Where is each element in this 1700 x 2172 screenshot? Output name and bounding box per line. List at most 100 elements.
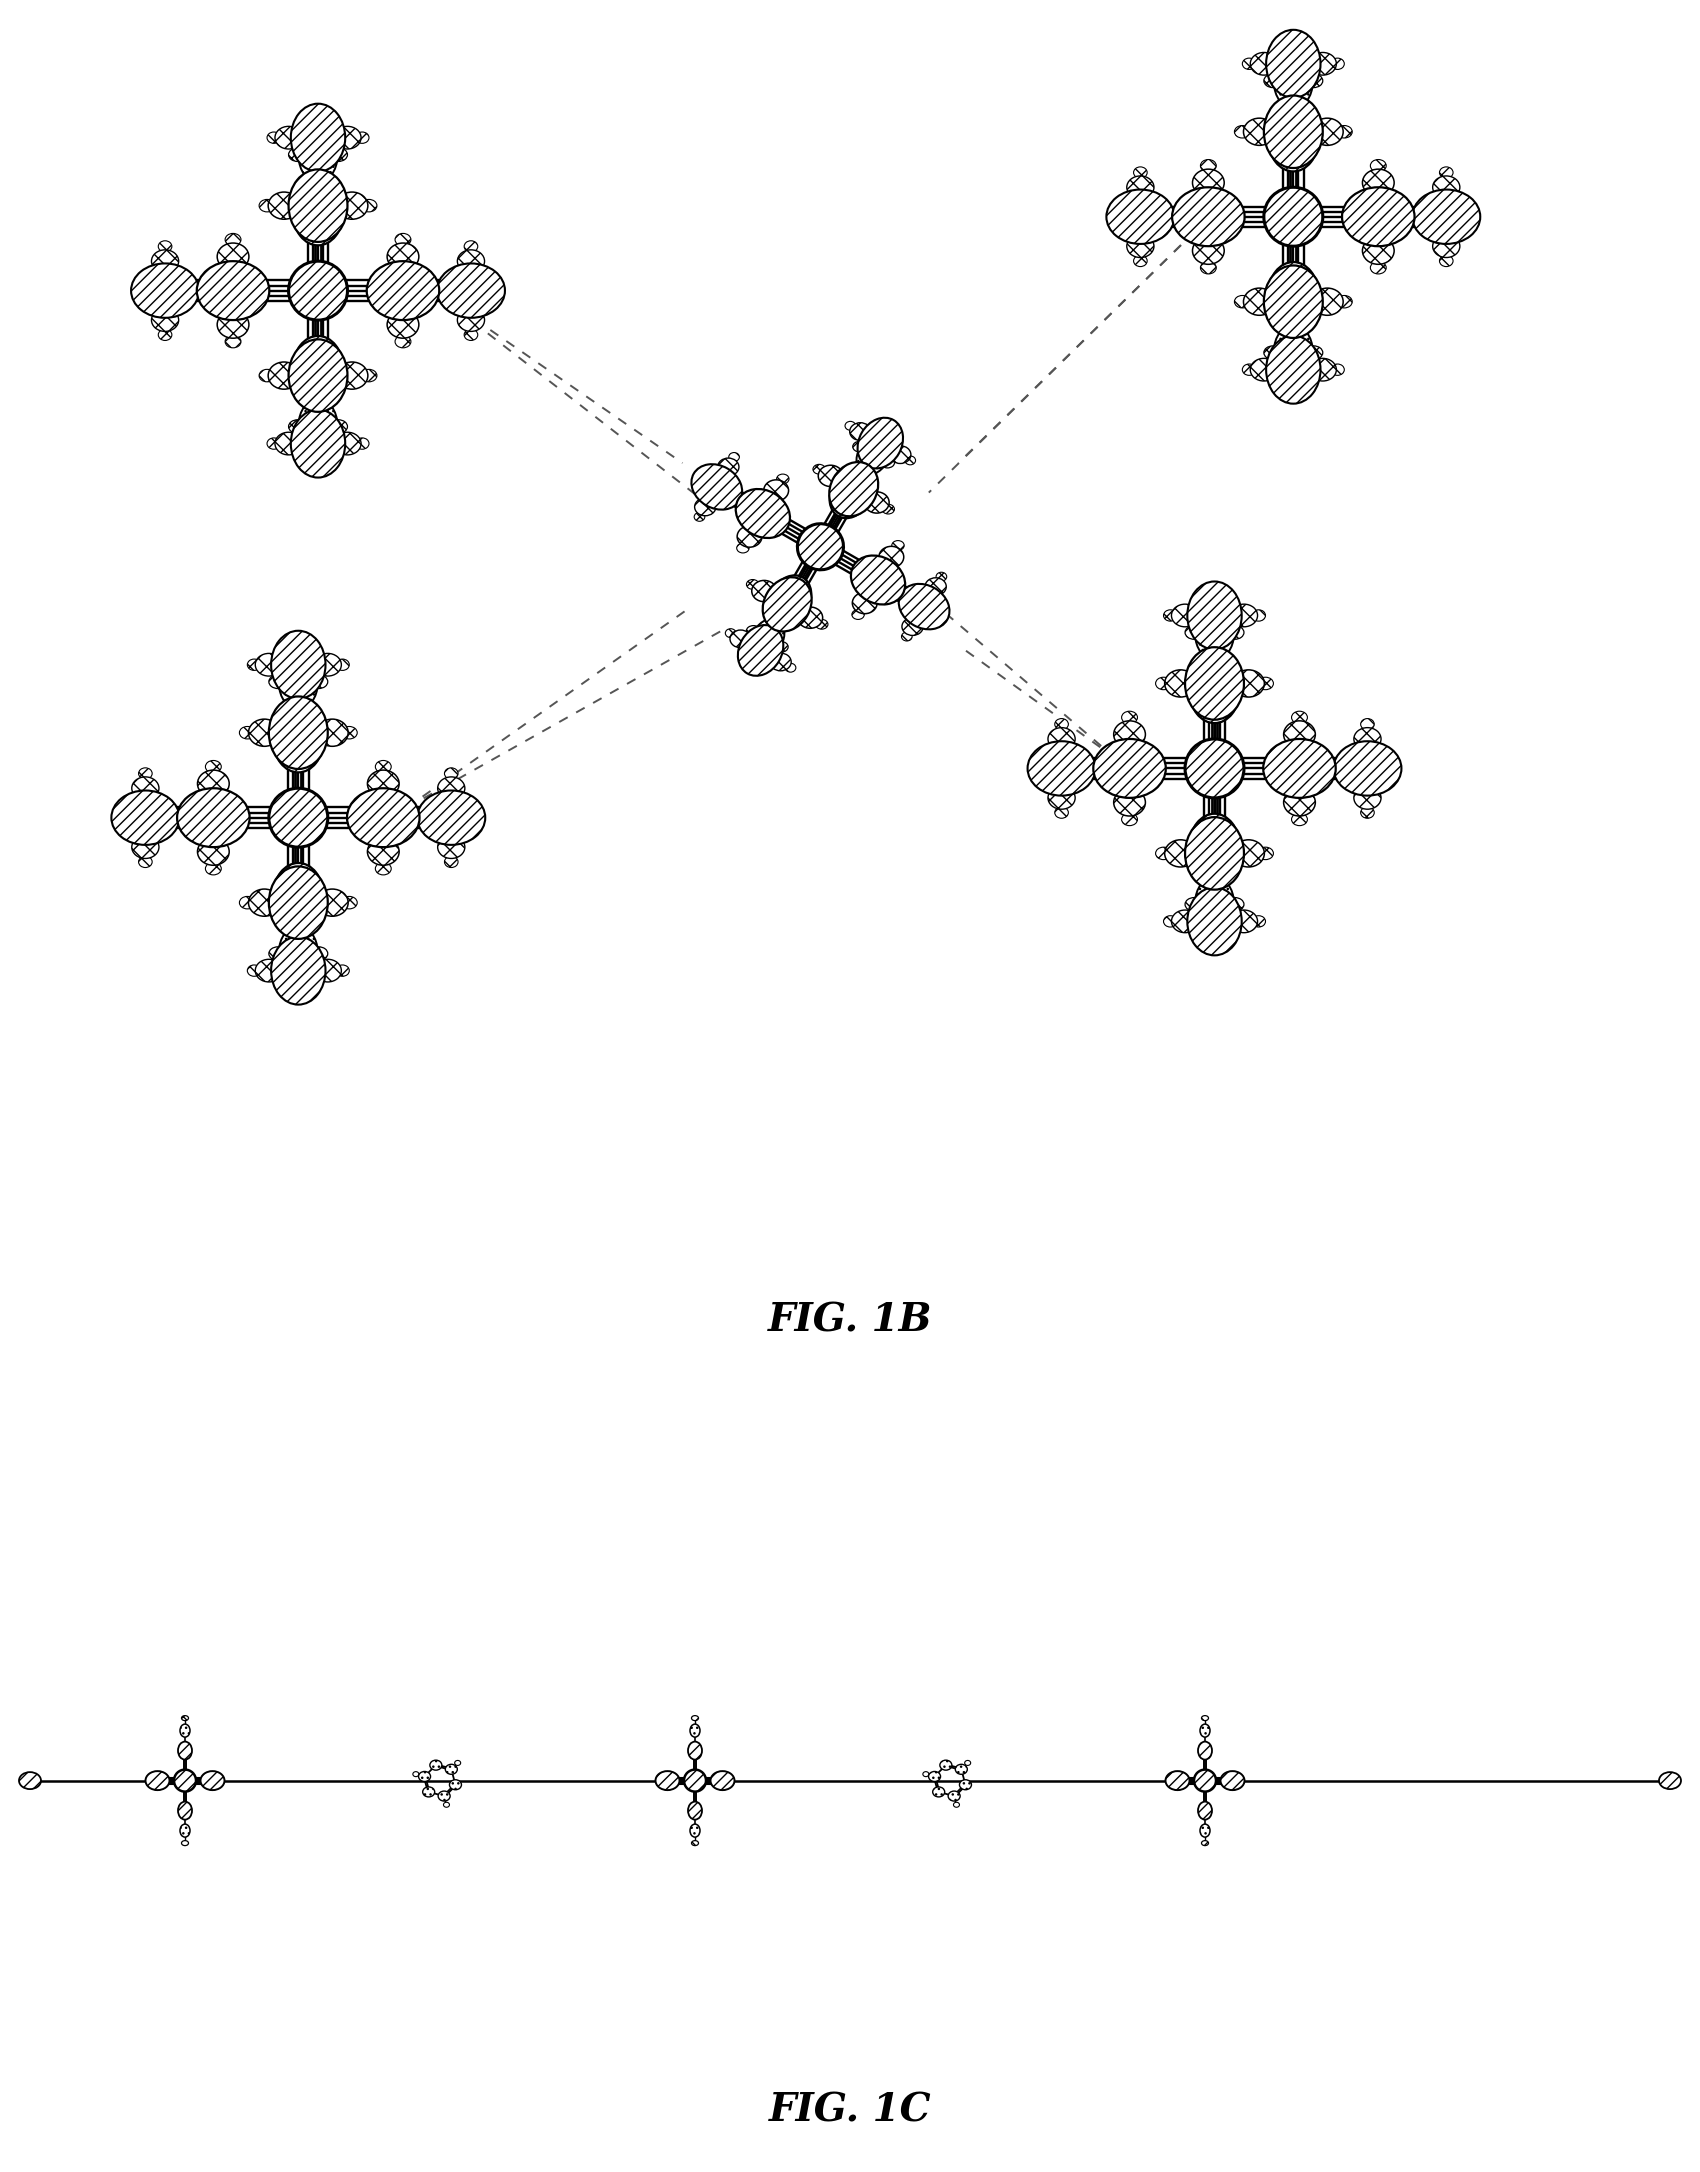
Ellipse shape [430,1759,442,1770]
Ellipse shape [1164,669,1197,697]
Ellipse shape [1284,788,1316,817]
Ellipse shape [1198,1801,1212,1820]
Ellipse shape [1304,345,1323,361]
Ellipse shape [333,432,360,454]
Ellipse shape [335,964,348,975]
Ellipse shape [1187,888,1241,956]
Ellipse shape [1433,176,1460,198]
Ellipse shape [1258,847,1273,860]
Ellipse shape [1362,169,1394,195]
Ellipse shape [1054,808,1068,819]
Ellipse shape [1047,786,1074,810]
Ellipse shape [1263,345,1282,361]
Ellipse shape [1047,728,1074,749]
Ellipse shape [937,571,947,582]
Ellipse shape [717,458,740,476]
Ellipse shape [1243,365,1256,376]
Ellipse shape [197,838,230,864]
Ellipse shape [746,626,760,636]
Ellipse shape [690,1824,700,1838]
Ellipse shape [899,584,950,630]
Ellipse shape [206,862,221,875]
Ellipse shape [1200,1824,1210,1838]
Ellipse shape [683,1770,706,1792]
Ellipse shape [291,411,345,478]
Ellipse shape [269,697,328,769]
Ellipse shape [729,452,740,460]
Ellipse shape [258,369,275,382]
Ellipse shape [218,243,248,269]
Ellipse shape [1273,326,1312,376]
Ellipse shape [830,471,872,519]
Ellipse shape [1370,159,1385,172]
Ellipse shape [1266,30,1321,98]
Ellipse shape [269,788,328,847]
Ellipse shape [901,632,913,641]
Ellipse shape [279,658,318,708]
Ellipse shape [439,1792,451,1801]
Ellipse shape [347,788,420,847]
Ellipse shape [1353,728,1380,749]
Ellipse shape [1171,910,1198,932]
Ellipse shape [1226,626,1244,639]
Ellipse shape [139,769,153,780]
Ellipse shape [1122,812,1137,825]
Ellipse shape [1659,1772,1681,1790]
Ellipse shape [692,1716,699,1720]
Ellipse shape [333,126,360,150]
Ellipse shape [180,1824,190,1838]
Ellipse shape [857,417,903,469]
Ellipse shape [763,480,789,502]
Ellipse shape [882,504,894,515]
Ellipse shape [852,593,877,615]
Ellipse shape [949,1792,960,1801]
Ellipse shape [1221,1770,1244,1790]
Ellipse shape [388,311,418,339]
Ellipse shape [1156,847,1171,860]
Ellipse shape [1198,1742,1212,1759]
Ellipse shape [738,626,784,675]
Ellipse shape [694,513,705,521]
Ellipse shape [270,936,325,1006]
Ellipse shape [224,232,241,245]
Ellipse shape [1282,380,1304,397]
Ellipse shape [289,261,347,319]
Ellipse shape [1166,1770,1190,1790]
Ellipse shape [1440,256,1453,267]
Ellipse shape [1171,187,1244,245]
Ellipse shape [1266,337,1321,404]
Ellipse shape [267,132,280,143]
Ellipse shape [289,419,306,434]
Ellipse shape [248,888,280,917]
Ellipse shape [852,610,864,619]
Ellipse shape [240,897,255,908]
Ellipse shape [1234,126,1250,139]
Ellipse shape [1231,604,1258,628]
Ellipse shape [275,126,303,150]
Ellipse shape [1360,719,1374,730]
Ellipse shape [845,421,855,430]
Ellipse shape [1292,812,1307,825]
Ellipse shape [274,708,323,773]
Ellipse shape [1134,256,1148,267]
Ellipse shape [112,791,180,845]
Ellipse shape [1163,917,1176,927]
Ellipse shape [1251,917,1265,927]
Ellipse shape [182,1840,189,1846]
Ellipse shape [19,1772,41,1790]
Ellipse shape [342,725,357,738]
Ellipse shape [940,1759,952,1770]
Ellipse shape [889,445,911,463]
Ellipse shape [444,1803,449,1807]
Ellipse shape [1200,261,1216,274]
Ellipse shape [1309,358,1336,380]
Ellipse shape [292,182,343,245]
Ellipse shape [133,778,160,799]
Ellipse shape [1232,669,1265,697]
Ellipse shape [852,556,904,604]
Ellipse shape [1202,1716,1209,1720]
Ellipse shape [444,856,457,867]
Ellipse shape [444,769,457,780]
Ellipse shape [763,578,811,632]
Ellipse shape [269,947,287,960]
